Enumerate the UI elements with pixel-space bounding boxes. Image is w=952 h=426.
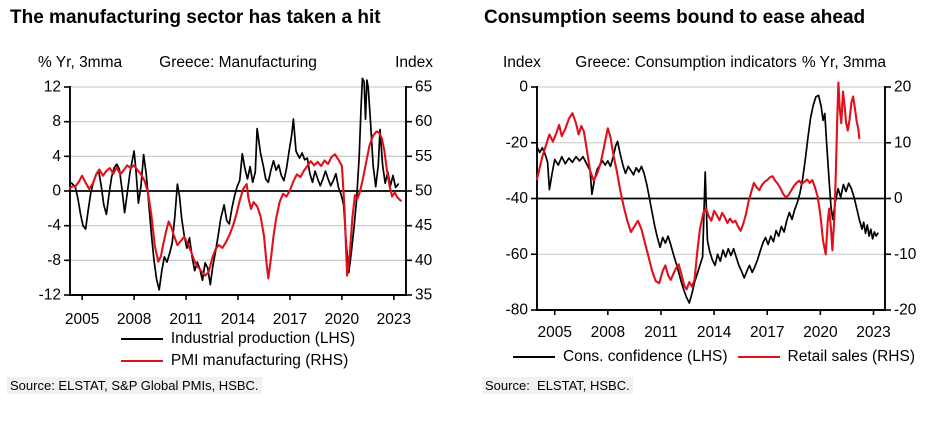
line-plot: 0 -20 -40 -60 -80 20 10 0 -10 -20 2005 2008 2011 2014… — [506, 79, 917, 342]
chart-panel-consumption: Consumption seems bound to ease ahead In… — [476, 0, 952, 426]
svg-text:10: 10 — [894, 134, 912, 151]
svg-text:2017: 2017 — [273, 311, 307, 328]
svg-text:-10: -10 — [894, 246, 917, 263]
svg-text:0: 0 — [894, 190, 903, 207]
legend: Industrial production (LHS) PMI manufact… — [0, 330, 476, 370]
svg-text:0: 0 — [52, 183, 61, 200]
svg-text:2014: 2014 — [697, 324, 732, 341]
legend-item: Retail sales (RHS) — [737, 348, 916, 366]
legend-item: Cons. confidence (LHS) — [512, 348, 728, 366]
svg-text:-8: -8 — [47, 252, 61, 269]
svg-text:0: 0 — [519, 79, 528, 96]
legend-item: Industrial production (LHS) — [120, 330, 356, 348]
svg-text:2008: 2008 — [591, 324, 625, 341]
svg-text:2017: 2017 — [750, 324, 784, 341]
right-axis-unit-label: % Yr, 3mma — [801, 54, 886, 71]
legend-line-sample-black — [120, 338, 163, 340]
svg-text:12: 12 — [44, 79, 61, 96]
legend-line-sample-red — [737, 356, 780, 358]
source-note: Source: ELSTAT, S&P Global PMIs, HSBC. — [7, 377, 262, 394]
svg-text:-12: -12 — [39, 287, 61, 304]
svg-text:-80: -80 — [506, 302, 529, 319]
svg-text:-20: -20 — [506, 134, 529, 151]
svg-text:2005: 2005 — [65, 311, 99, 328]
legend-line-sample-black — [512, 356, 555, 358]
svg-text:4: 4 — [52, 148, 61, 165]
legend-label: Cons. confidence (LHS) — [562, 348, 728, 365]
svg-text:2020: 2020 — [325, 311, 360, 328]
svg-text:60: 60 — [415, 113, 433, 130]
svg-text:65: 65 — [415, 79, 432, 96]
svg-text:-20: -20 — [894, 302, 917, 319]
svg-text:50: 50 — [415, 183, 433, 200]
chart-subtitle: Greece: Manufacturing — [159, 54, 317, 71]
legend-item: PMI manufacturing (RHS) — [120, 352, 349, 370]
svg-text:40: 40 — [415, 252, 433, 269]
svg-text:2005: 2005 — [537, 324, 571, 341]
svg-text:8: 8 — [52, 113, 61, 130]
svg-text:2023: 2023 — [377, 311, 411, 328]
left-axis-unit-label: Index — [503, 54, 541, 71]
chart-title: Consumption seems bound to ease ahead — [484, 7, 866, 28]
chart-subtitle: Greece: Consumption indicators — [575, 54, 797, 71]
left-axis-unit-label: % Yr, 3mma — [38, 54, 123, 71]
svg-text:2020: 2020 — [803, 324, 838, 341]
legend: Cons. confidence (LHS) Retail sales (RHS… — [476, 348, 952, 366]
legend-label: Retail sales (RHS) — [787, 348, 916, 365]
legend-line-sample-red — [120, 360, 163, 362]
svg-text:2023: 2023 — [856, 324, 890, 341]
legend-label: Industrial production (LHS) — [170, 330, 356, 347]
right-axis-unit-label: Index — [395, 54, 433, 71]
source-note: Source: ELSTAT, HSBC. — [482, 377, 633, 394]
chart-title: The manufacturing sector has taken a hit — [10, 7, 381, 28]
svg-text:35: 35 — [415, 287, 432, 304]
svg-text:2014: 2014 — [221, 311, 256, 328]
svg-text:-4: -4 — [47, 217, 61, 234]
svg-text:45: 45 — [415, 217, 432, 234]
svg-text:2011: 2011 — [644, 324, 677, 341]
svg-text:20: 20 — [894, 79, 912, 96]
svg-text:2008: 2008 — [117, 311, 151, 328]
svg-text:-60: -60 — [506, 246, 529, 263]
legend-label: PMI manufacturing (RHS) — [170, 352, 349, 369]
svg-text:-40: -40 — [506, 190, 529, 207]
chart-panel-manufacturing: The manufacturing sector has taken a hit… — [0, 7, 476, 394]
svg-text:2011: 2011 — [169, 311, 202, 328]
svg-text:55: 55 — [415, 148, 432, 165]
